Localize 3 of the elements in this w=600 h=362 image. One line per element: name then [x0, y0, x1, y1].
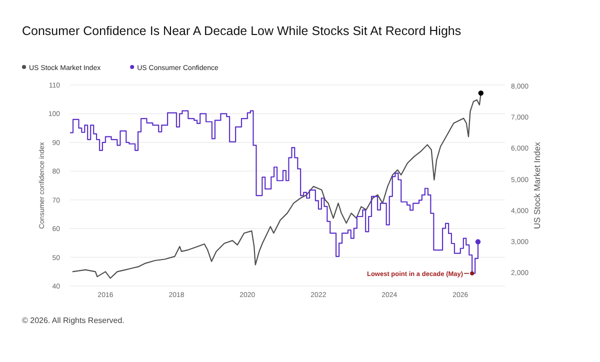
text: © 2026. All Rights Reserved. [22, 316, 124, 325]
y2-axis-title: US Stock Market Index [532, 141, 542, 229]
chart-title: Consumer Confidence Is Near A Decade Low While Stocks Sit At Record Highs [22, 24, 462, 38]
